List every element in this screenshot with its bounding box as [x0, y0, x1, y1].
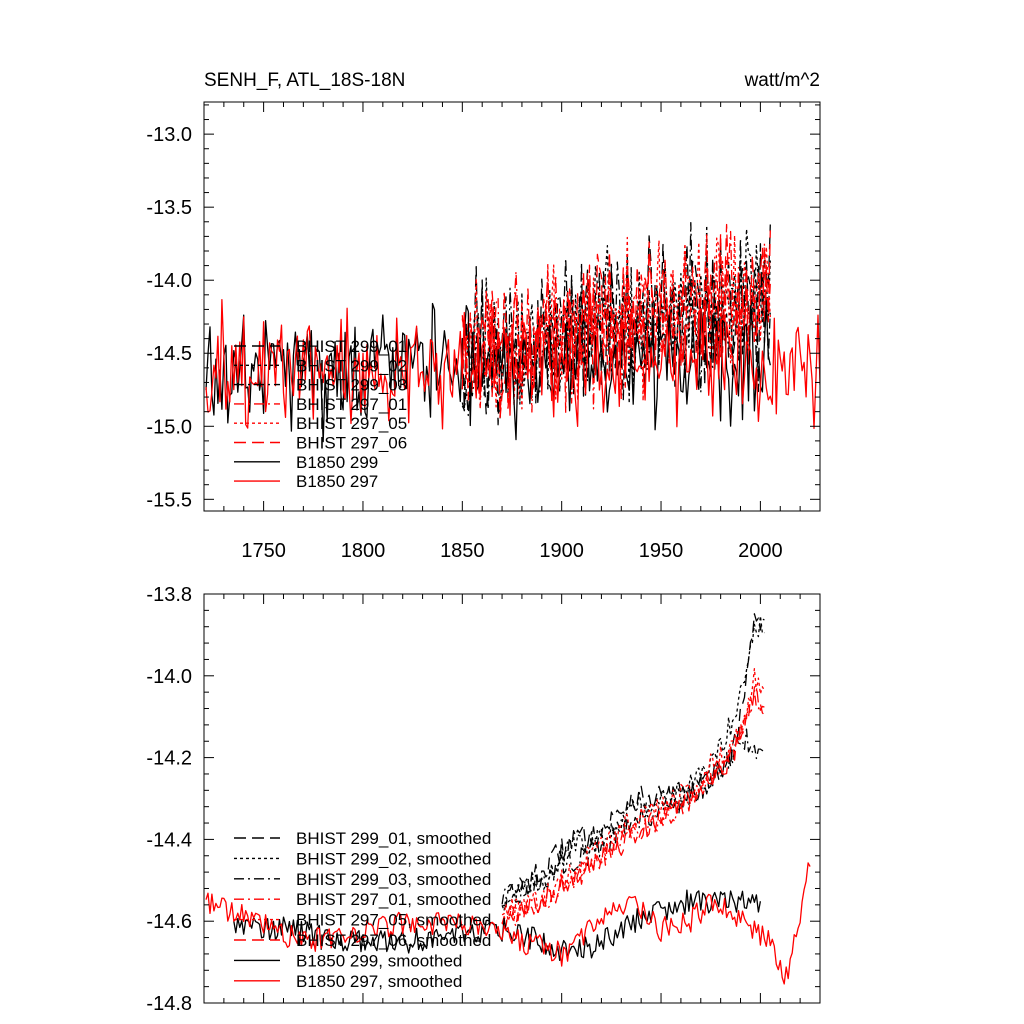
legend-label-b1850-299: B1850 299	[296, 453, 378, 472]
series-line-b1850-297-smoothed	[205, 862, 811, 985]
legend-label-bhist-297-05: BHIST 297_05	[296, 414, 407, 433]
legend-label-bhist-299-01-smoothed: BHIST 299_01, smoothed	[296, 829, 491, 848]
y-tick-label: -14.8	[146, 993, 192, 1015]
x-tick-label: 1900	[539, 540, 584, 562]
series-line-bhist-299-03	[461, 222, 771, 417]
legend-label-bhist-299-03-smoothed: BHIST 299_03, smoothed	[296, 870, 491, 889]
y-tick-label: -13.8	[146, 584, 192, 606]
legend-label-bhist-299-01: BHIST 299_01	[296, 337, 407, 356]
y-tick-label: -13.0	[146, 124, 192, 146]
series-line-bhist-297-06	[461, 223, 771, 419]
top-panel-series	[205, 222, 820, 443]
legend-label-b1850-297-smoothed: B1850 297, smoothed	[296, 972, 462, 991]
legend-label-b1850-297: B1850 297	[296, 472, 378, 491]
legend-label-bhist-299-02-smoothed: BHIST 299_02, smoothed	[296, 849, 491, 868]
y-tick-label: -14.5	[146, 343, 192, 365]
x-tick-label: 1850	[440, 540, 485, 562]
top-panel: -13.0 -13.5 -14.0 -14.5 -15.0 -15.5 1750 1800 18…	[146, 101, 821, 562]
bottom-panel-frame	[203, 593, 821, 1004]
legend-label-bhist-297-06-smoothed: BHIST 297_06, smoothed	[296, 931, 491, 950]
x-tick-label: 1750	[241, 540, 286, 562]
top-panel-frame	[203, 101, 821, 512]
y-tick-label: -13.5	[146, 197, 192, 219]
x-tick-label: 1950	[639, 540, 684, 562]
series-line-bhist-297-01	[461, 230, 771, 415]
x-tick-label: 1800	[341, 540, 386, 562]
y-tick-label: -14.0	[146, 666, 192, 688]
bottom-panel: -13.8 -14.0 -14.2 -14.4 -14.6 -14.8 BHIST 299…	[146, 584, 821, 1015]
series-line-b1850-297	[205, 285, 820, 430]
legend-label-bhist-297-06: BHIST 297_06	[296, 434, 407, 453]
legend-label-b1850-299-smoothed: B1850 299, smoothed	[296, 951, 462, 970]
series-line-bhist-297-06-smoothed	[501, 684, 765, 928]
bottom-panel-ticks: -13.8 -14.0 -14.2 -14.4 -14.6 -14.8	[146, 584, 821, 1015]
series-line-bhist-299-02-smoothed	[501, 615, 765, 912]
bottom-panel-series	[205, 613, 811, 985]
y-tick-label: -14.6	[146, 911, 192, 933]
y-tick-label: -14.2	[146, 748, 192, 770]
y-tick-label: -14.4	[146, 829, 192, 851]
series-line-bhist-299-01-smoothed	[501, 613, 765, 908]
legend-label-bhist-297-01: BHIST 297_01	[296, 395, 407, 414]
legend-label-bhist-299-03: BHIST 299_03	[296, 376, 407, 395]
y-tick-label: -14.0	[146, 270, 192, 292]
legend-label-bhist-297-01-smoothed: BHIST 297_01, smoothed	[296, 890, 491, 909]
top-panel-ticks: -13.0 -13.5 -14.0 -14.5 -15.0 -15.5 1750 1800 18…	[146, 102, 821, 562]
x-tick-label: 2000	[738, 540, 783, 562]
y-tick-label: -15.0	[146, 416, 192, 438]
series-line-b1850-299	[205, 300, 771, 443]
plot-title: SENH_F, ATL_18S-18N	[204, 70, 405, 91]
legend-label-bhist-297-05-smoothed: BHIST 297_05, smoothed	[296, 911, 491, 930]
legend-label-bhist-299-02: BHIST 299_02	[296, 356, 407, 375]
y-tick-label: -15.5	[146, 489, 192, 511]
units-label: watt/m^2	[744, 70, 820, 91]
